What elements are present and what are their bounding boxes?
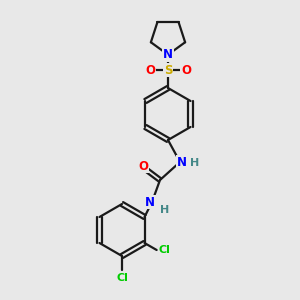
Text: H: H — [160, 205, 169, 215]
Text: N: N — [145, 196, 155, 208]
Text: N: N — [163, 48, 173, 61]
Text: S: S — [164, 64, 172, 76]
Text: O: O — [138, 160, 148, 172]
Text: Cl: Cl — [116, 273, 128, 283]
Text: O: O — [145, 64, 155, 76]
Text: O: O — [181, 64, 191, 76]
Text: Cl: Cl — [159, 245, 170, 255]
Text: N: N — [177, 155, 187, 169]
Text: H: H — [190, 158, 199, 168]
